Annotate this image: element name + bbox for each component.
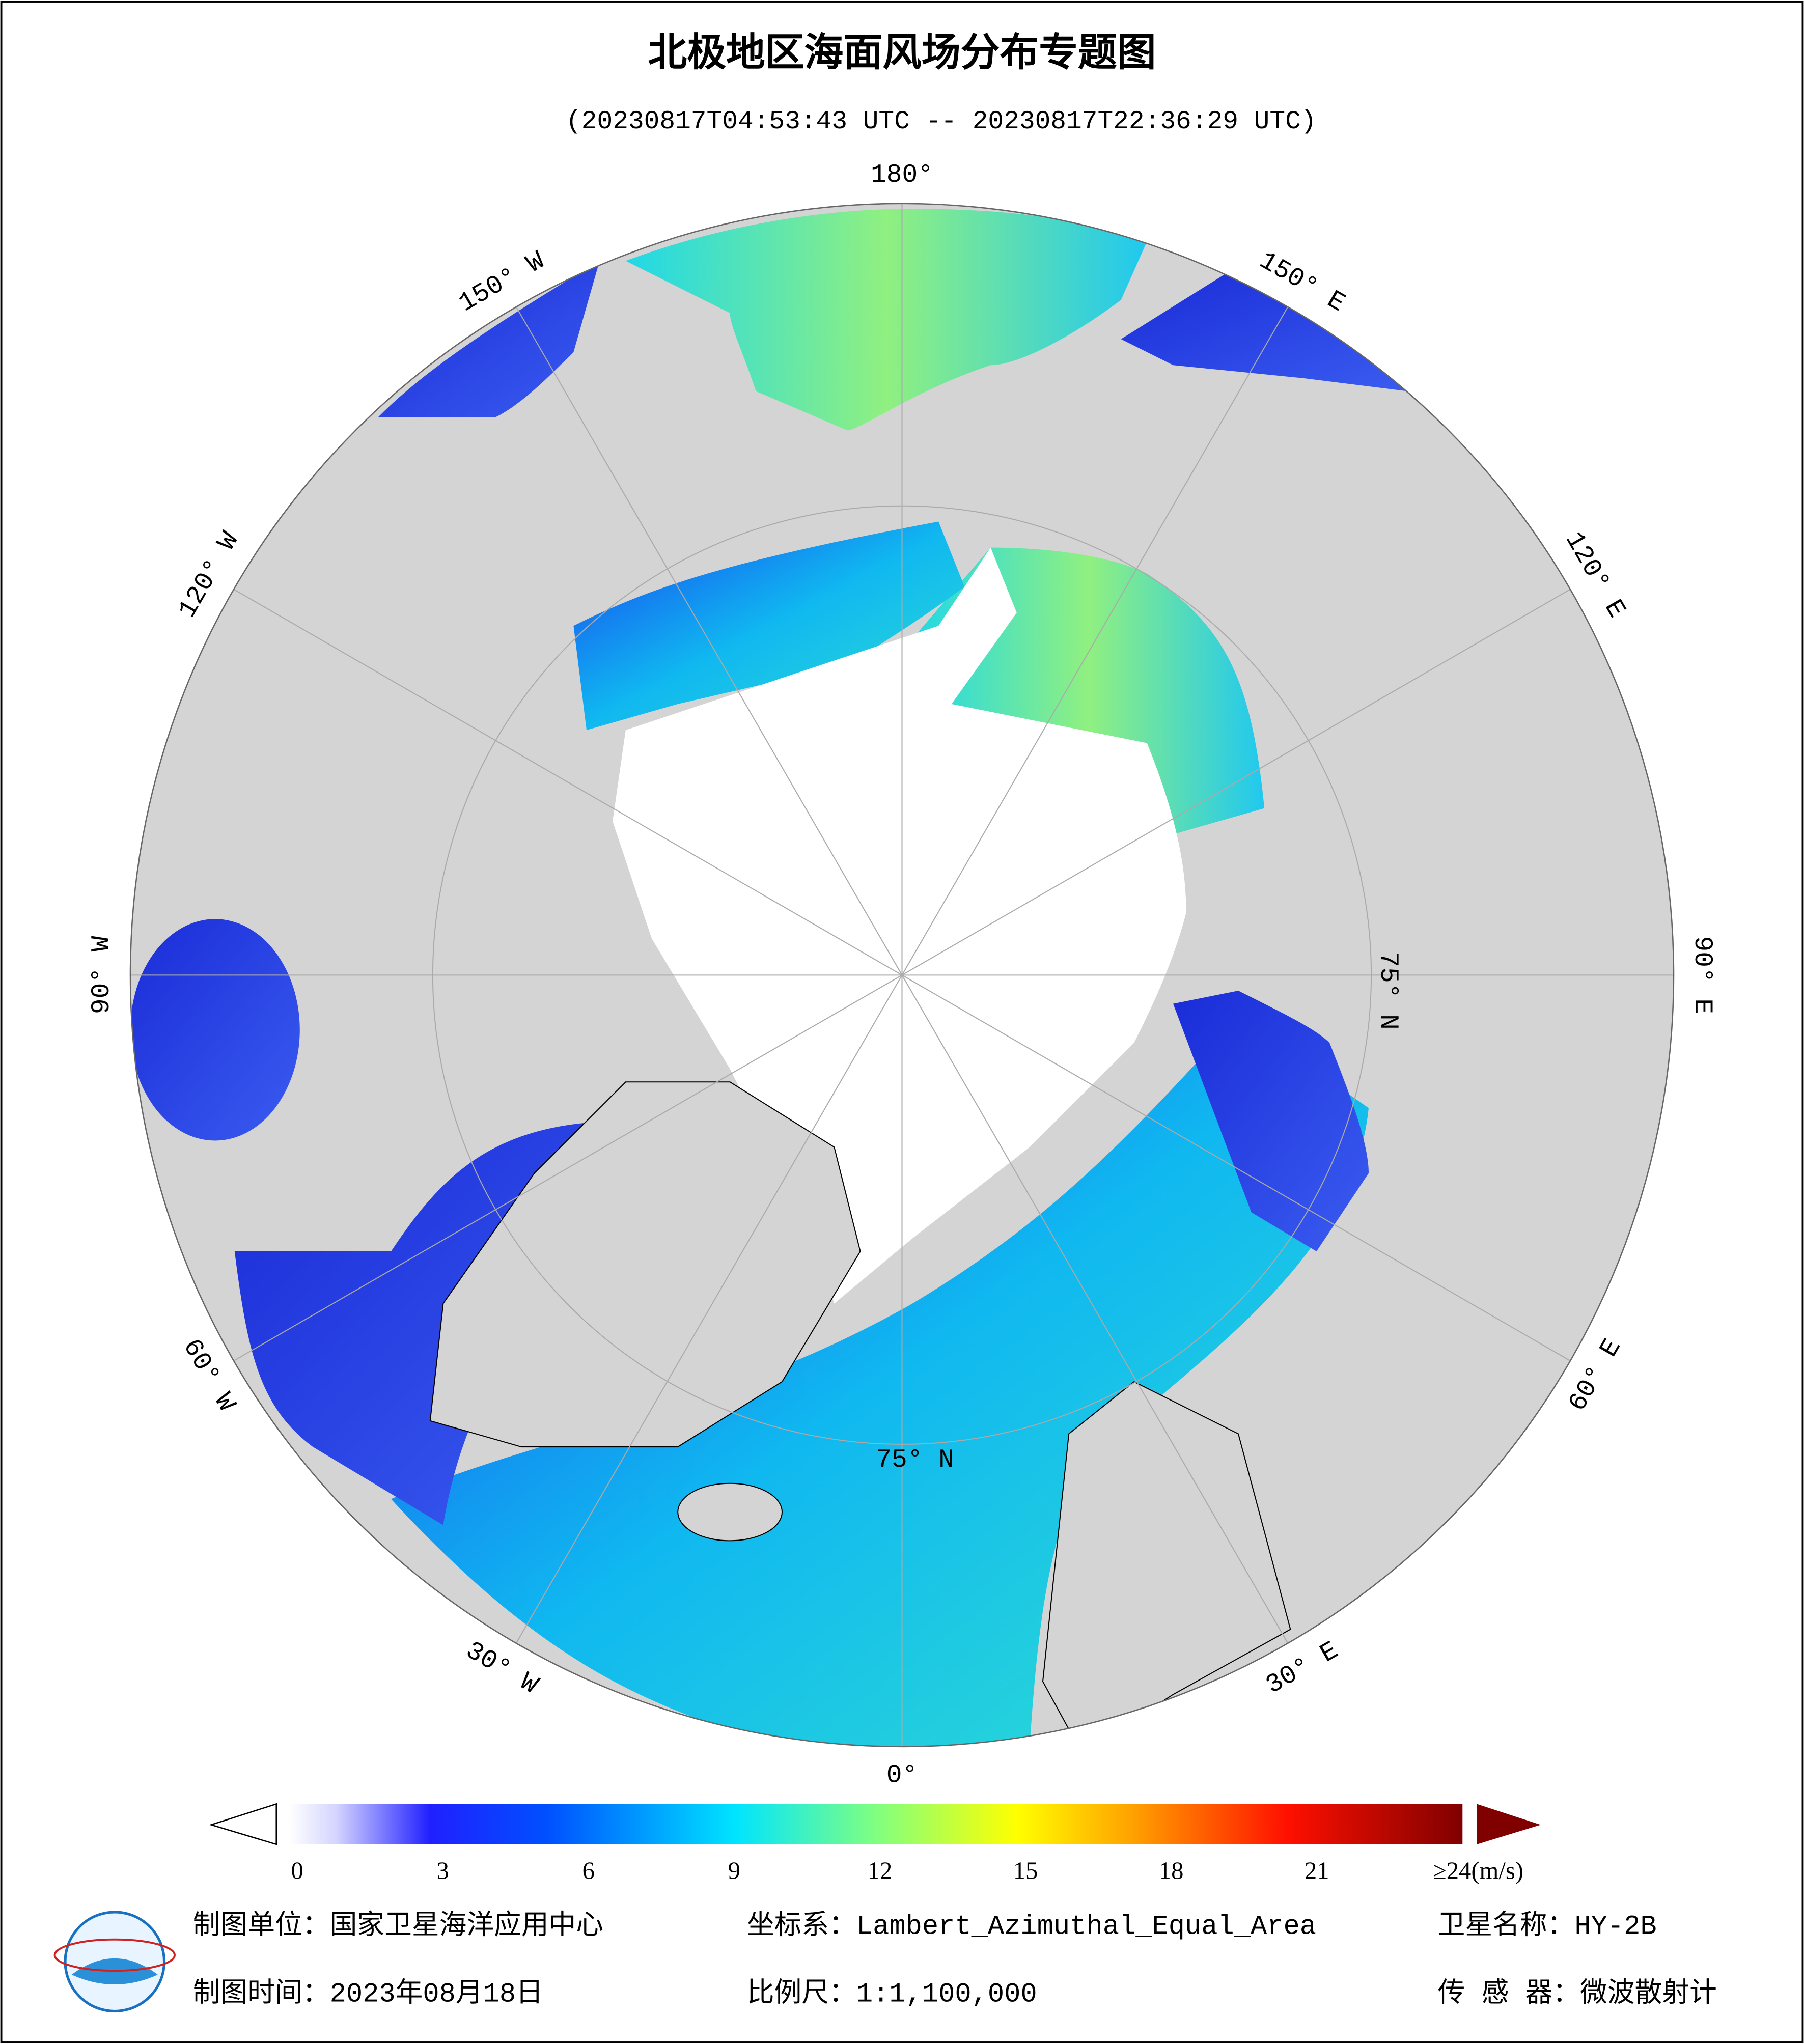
latitude-label: 75° N bbox=[876, 1445, 954, 1475]
logo bbox=[53, 1911, 176, 2013]
map bbox=[130, 203, 1674, 1747]
subtitle: (20230817T04:53:43 UTC -- 20230817T22:36… bbox=[566, 107, 1316, 136]
longitude-label: 180° bbox=[871, 160, 933, 190]
hudson-wind bbox=[130, 919, 300, 1141]
colorbar: 0 3 6 9 12 15 18 21 ≥24(m/s) bbox=[209, 1803, 1541, 1884]
colorbar-tick-label: 12 bbox=[868, 1857, 893, 1884]
kara-wind bbox=[1173, 991, 1369, 1252]
colorbar-tick-label: 0 bbox=[291, 1857, 303, 1884]
longitude-label: 0° bbox=[886, 1761, 918, 1790]
producer: 制图单位：国家卫星海洋应用中心 bbox=[193, 1910, 603, 1942]
colorbar-low-arrow bbox=[209, 1803, 277, 1845]
colorbar-ramp bbox=[289, 1804, 1463, 1844]
longitude-label: 90° E bbox=[1687, 936, 1717, 1015]
latitude-label: 75° N bbox=[1373, 951, 1403, 1030]
greenland bbox=[429, 1081, 861, 1448]
satellite: 卫星名称：HY-2B bbox=[1438, 1910, 1657, 1942]
colorbar-tick-label: ≥24(m/s) bbox=[1433, 1857, 1523, 1884]
meridian bbox=[515, 974, 903, 1644]
colorbar-tick-label: 9 bbox=[728, 1857, 740, 1884]
map-border bbox=[129, 203, 1675, 1748]
colorbar-high-arrow bbox=[1477, 1804, 1541, 1844]
projection: 坐标系：Lambert_Azimuthal_Equal_Area bbox=[747, 1910, 1316, 1942]
beaufort-wind bbox=[573, 521, 965, 731]
longitude-label: 90° W bbox=[87, 936, 117, 1014]
atlantic-wind bbox=[391, 1017, 1369, 1747]
meridian bbox=[901, 589, 1571, 976]
meridian bbox=[515, 306, 903, 975]
colorbar-tick-label: 21 bbox=[1305, 1857, 1329, 1884]
meridian bbox=[901, 974, 1289, 1644]
colorbar-tick-label: 6 bbox=[582, 1857, 595, 1884]
colorbar-tick-label: 3 bbox=[437, 1857, 449, 1884]
graticule bbox=[130, 203, 1674, 1747]
colorbar-tick-label: 18 bbox=[1159, 1857, 1184, 1884]
scale: 比例尺：1:1,100,000 bbox=[747, 1978, 1037, 2010]
meridian bbox=[233, 589, 903, 976]
chart-date: 制图时间：2023年08月18日 bbox=[193, 1978, 543, 2010]
colorbar-tick-label: 15 bbox=[1013, 1857, 1038, 1884]
meridian bbox=[901, 974, 1571, 1361]
meridian bbox=[901, 306, 1289, 975]
title: 北极地区海面风场分布专题图 bbox=[648, 30, 1156, 75]
meridian bbox=[233, 974, 903, 1361]
sensor: 传 感 器：微波散射计 bbox=[1438, 1978, 1717, 2010]
iceland bbox=[677, 1482, 783, 1542]
alaska-wind bbox=[378, 261, 600, 417]
kamchatka-wind bbox=[1121, 274, 1408, 391]
scandinavia bbox=[1042, 1381, 1291, 1747]
bering-wind bbox=[625, 209, 1147, 431]
